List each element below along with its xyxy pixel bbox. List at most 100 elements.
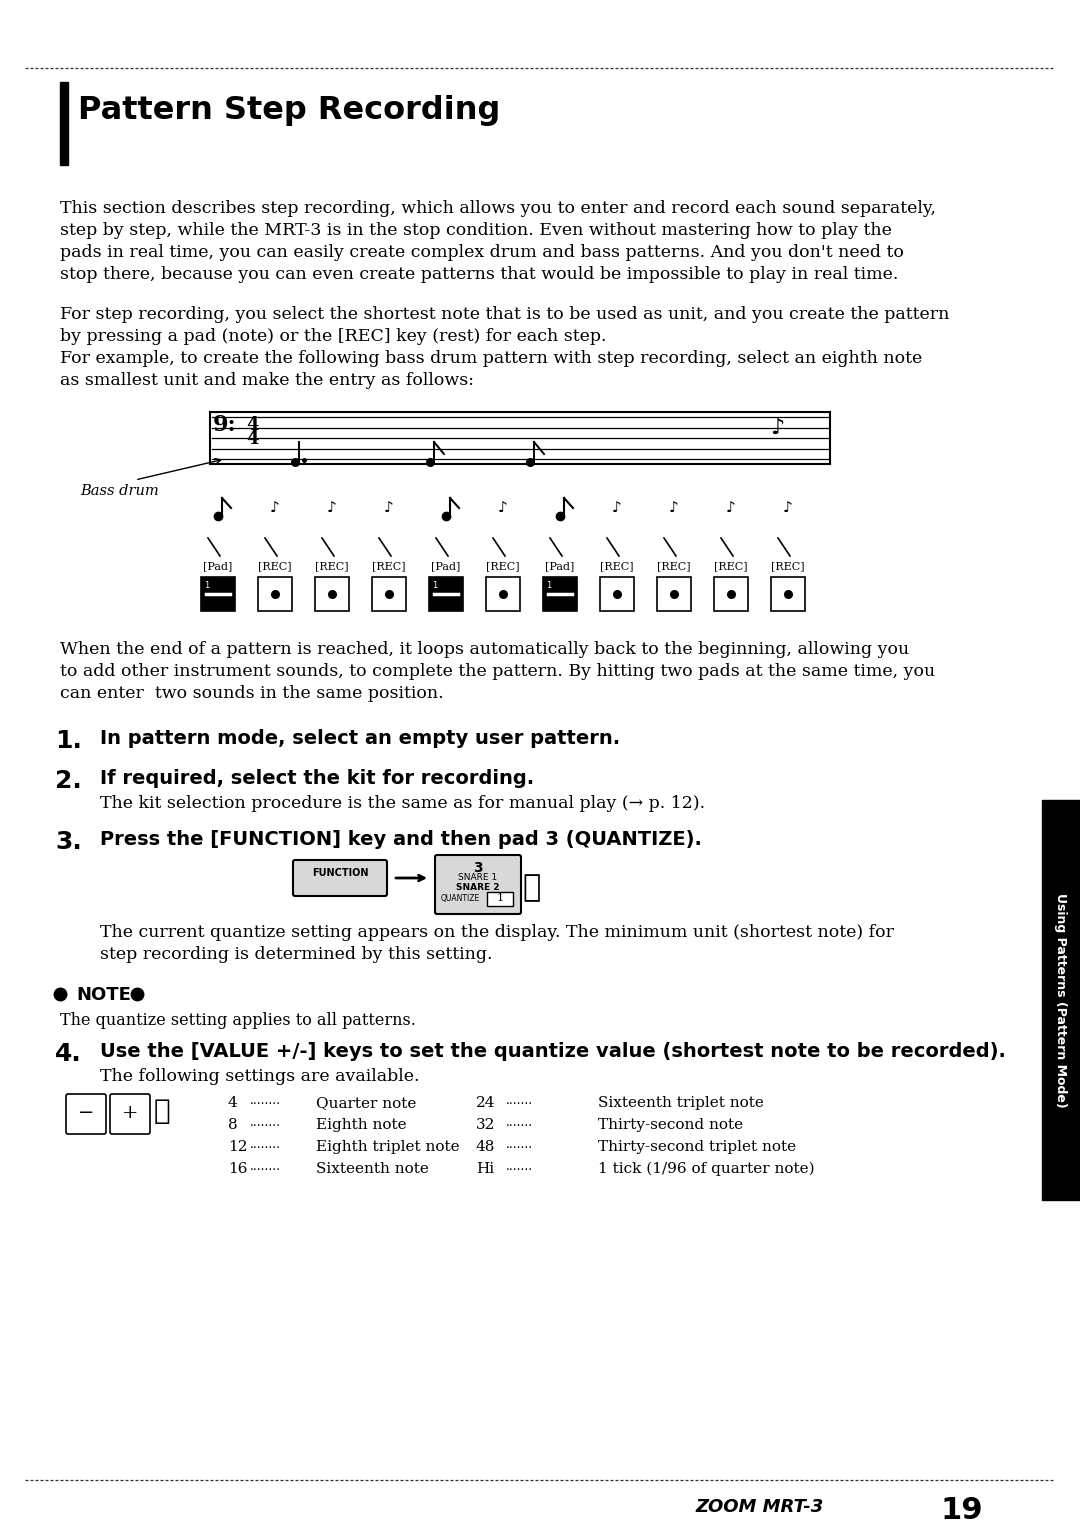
Text: ········: ········ bbox=[249, 1142, 281, 1154]
Text: [REC]: [REC] bbox=[315, 561, 349, 570]
Text: In pattern mode, select an empty user pattern.: In pattern mode, select an empty user pa… bbox=[100, 730, 620, 748]
Bar bbox=[60, 81, 68, 166]
Bar bbox=[543, 576, 577, 612]
Text: [REC]: [REC] bbox=[486, 561, 519, 570]
Bar bbox=[315, 576, 349, 612]
Text: [REC]: [REC] bbox=[600, 561, 634, 570]
Text: 1: 1 bbox=[432, 581, 437, 590]
Text: ♪: ♪ bbox=[726, 501, 735, 517]
Text: ♪: ♪ bbox=[270, 501, 280, 517]
Bar bbox=[372, 576, 406, 612]
Text: ·······: ······· bbox=[507, 1098, 534, 1111]
Text: 24: 24 bbox=[476, 1096, 496, 1110]
Text: The following settings are available.: The following settings are available. bbox=[100, 1069, 419, 1085]
Text: ☞: ☞ bbox=[522, 872, 540, 903]
Text: NOTE: NOTE bbox=[76, 986, 131, 1004]
Text: 3: 3 bbox=[473, 862, 483, 875]
FancyBboxPatch shape bbox=[110, 1095, 150, 1134]
Text: ♪: ♪ bbox=[327, 501, 337, 517]
Text: ZOOM MRT-3: ZOOM MRT-3 bbox=[696, 1498, 823, 1516]
Text: Use the [VALUE +/-] keys to set the quantize value (shortest note to be recorded: Use the [VALUE +/-] keys to set the quan… bbox=[100, 1042, 1005, 1061]
Text: 4: 4 bbox=[246, 429, 258, 448]
Text: ♪: ♪ bbox=[498, 501, 508, 517]
Text: ·······: ······· bbox=[507, 1164, 534, 1177]
Text: 16: 16 bbox=[228, 1162, 247, 1176]
Text: to add other instrument sounds, to complete the pattern. By hitting two pads at : to add other instrument sounds, to compl… bbox=[60, 662, 935, 681]
Text: as smallest unit and make the entry as follows:: as smallest unit and make the entry as f… bbox=[60, 373, 474, 389]
Text: 32: 32 bbox=[476, 1118, 496, 1131]
Text: If required, select the kit for recording.: If required, select the kit for recordin… bbox=[100, 770, 535, 788]
Text: 9:: 9: bbox=[213, 414, 237, 435]
Text: step by step, while the MRT-3 is in the stop condition. Even without mastering h: step by step, while the MRT-3 is in the … bbox=[60, 222, 892, 239]
Text: QUANTIZE: QUANTIZE bbox=[441, 894, 481, 903]
Text: [Pad]: [Pad] bbox=[545, 561, 575, 570]
Bar bbox=[487, 892, 513, 906]
Text: [Pad]: [Pad] bbox=[431, 561, 461, 570]
Text: 4: 4 bbox=[246, 415, 258, 434]
Text: Press the [FUNCTION] key and then pad 3 (QUANTIZE).: Press the [FUNCTION] key and then pad 3 … bbox=[100, 829, 702, 849]
Text: For example, to create the following bass drum pattern with step recording, sele: For example, to create the following bas… bbox=[60, 350, 922, 366]
Text: ·······: ······· bbox=[507, 1121, 534, 1133]
Text: 1: 1 bbox=[546, 581, 551, 590]
Text: SNARE 1: SNARE 1 bbox=[458, 872, 498, 881]
Text: can enter  two sounds in the same position.: can enter two sounds in the same positio… bbox=[60, 685, 444, 702]
Bar bbox=[1042, 800, 1080, 1200]
Bar bbox=[657, 576, 691, 612]
Text: SNARE 2: SNARE 2 bbox=[456, 883, 500, 892]
Text: ········: ········ bbox=[249, 1121, 281, 1133]
Text: 2.: 2. bbox=[55, 770, 82, 793]
Text: When the end of a pattern is reached, it loops automatically back to the beginni: When the end of a pattern is reached, it… bbox=[60, 641, 909, 658]
Text: Quarter note: Quarter note bbox=[316, 1096, 417, 1110]
Text: step recording is determined by this setting.: step recording is determined by this set… bbox=[100, 946, 492, 963]
Text: FUNCTION: FUNCTION bbox=[312, 868, 368, 878]
Text: Using Patterns (Pattern Mode): Using Patterns (Pattern Mode) bbox=[1054, 892, 1067, 1107]
Bar bbox=[771, 576, 805, 612]
Text: The kit selection procedure is the same as for manual play (→ p. 12).: The kit selection procedure is the same … bbox=[100, 796, 705, 812]
Text: 3.: 3. bbox=[55, 829, 82, 854]
Text: Eighth note: Eighth note bbox=[316, 1118, 407, 1131]
Text: ♪: ♪ bbox=[670, 501, 679, 517]
Text: ♪: ♪ bbox=[770, 417, 784, 438]
Text: Pattern Step Recording: Pattern Step Recording bbox=[78, 95, 500, 126]
Text: [REC]: [REC] bbox=[771, 561, 805, 570]
Text: ·······: ······· bbox=[507, 1142, 534, 1154]
Text: Sixteenth note: Sixteenth note bbox=[316, 1162, 429, 1176]
Text: The current quantize setting appears on the display. The minimum unit (shortest : The current quantize setting appears on … bbox=[100, 924, 894, 941]
Text: Thirty-second note: Thirty-second note bbox=[598, 1118, 743, 1131]
Text: ♪: ♪ bbox=[612, 501, 622, 517]
Text: by pressing a pad (note) or the [REC] key (rest) for each step.: by pressing a pad (note) or the [REC] ke… bbox=[60, 328, 607, 345]
Text: Thirty-second triplet note: Thirty-second triplet note bbox=[598, 1141, 796, 1154]
Text: 8: 8 bbox=[228, 1118, 238, 1131]
Text: 19: 19 bbox=[940, 1496, 983, 1525]
Text: 1.: 1. bbox=[55, 730, 82, 753]
Text: ········: ········ bbox=[249, 1164, 281, 1177]
Text: ········: ········ bbox=[249, 1098, 281, 1111]
Text: stop there, because you can even create patterns that would be impossible to pla: stop there, because you can even create … bbox=[60, 267, 899, 284]
Text: 12: 12 bbox=[228, 1141, 247, 1154]
Text: The quantize setting applies to all patterns.: The quantize setting applies to all patt… bbox=[60, 1012, 416, 1029]
Text: [Pad]: [Pad] bbox=[203, 561, 232, 570]
FancyBboxPatch shape bbox=[66, 1095, 106, 1134]
Bar bbox=[429, 576, 463, 612]
Bar bbox=[258, 576, 292, 612]
Text: 1: 1 bbox=[497, 894, 503, 903]
Text: 48: 48 bbox=[476, 1141, 496, 1154]
Text: 4.: 4. bbox=[55, 1042, 82, 1065]
Text: 4: 4 bbox=[228, 1096, 238, 1110]
Bar bbox=[201, 576, 235, 612]
Text: This section describes step recording, which allows you to enter and record each: This section describes step recording, w… bbox=[60, 199, 936, 218]
Text: Eighth triplet note: Eighth triplet note bbox=[316, 1141, 460, 1154]
Text: [REC]: [REC] bbox=[658, 561, 691, 570]
Text: For step recording, you select the shortest note that is to be used as unit, and: For step recording, you select the short… bbox=[60, 307, 949, 323]
Text: Hi: Hi bbox=[476, 1162, 495, 1176]
Text: [REC]: [REC] bbox=[258, 561, 292, 570]
Bar bbox=[714, 576, 748, 612]
Text: 1: 1 bbox=[204, 581, 210, 590]
FancyBboxPatch shape bbox=[293, 860, 387, 895]
Text: 1 tick (1/96 of quarter note): 1 tick (1/96 of quarter note) bbox=[598, 1162, 814, 1176]
Text: Bass drum: Bass drum bbox=[80, 484, 159, 498]
Text: ☞: ☞ bbox=[154, 1098, 171, 1125]
Text: [REC]: [REC] bbox=[373, 561, 406, 570]
Bar bbox=[486, 576, 519, 612]
Text: Sixteenth triplet note: Sixteenth triplet note bbox=[598, 1096, 764, 1110]
